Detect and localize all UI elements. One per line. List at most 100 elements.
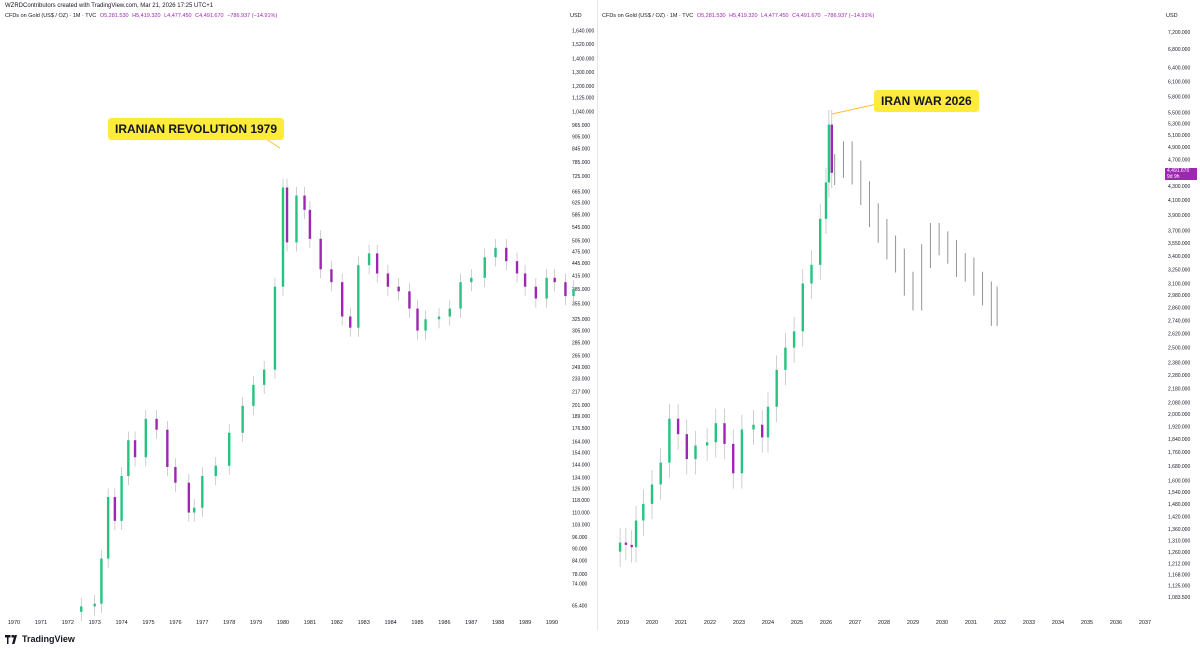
y-tick-label: 905.000 <box>572 134 590 140</box>
x-tick-label: 1988 <box>492 620 504 626</box>
y-tick-label: 1,840.000 <box>1168 437 1190 443</box>
y-tick-label: 2,500.000 <box>1168 346 1190 352</box>
candle-body <box>133 440 137 458</box>
candle-body <box>273 286 277 370</box>
y-tick-label: 2,080.000 <box>1168 400 1190 406</box>
y-tick-label: 2,280.000 <box>1168 373 1190 379</box>
x-tick-label: 1978 <box>223 620 235 626</box>
candle-body <box>642 503 645 521</box>
x-tick-label: 2019 <box>617 620 629 626</box>
candle-body <box>827 124 831 183</box>
x-tick-label: 2031 <box>965 620 977 626</box>
y-tick-label: 545.000 <box>572 225 590 231</box>
x-tick-label: 1975 <box>142 620 154 626</box>
candle-body <box>650 484 654 504</box>
y-tick-label: 505.000 <box>572 239 590 245</box>
legend-low: L4,477.450 <box>164 13 192 19</box>
y-tick-label: 1,260.000 <box>1168 550 1190 556</box>
candle-body <box>228 432 231 466</box>
candle-body <box>761 424 764 438</box>
x-tick-label: 1986 <box>438 620 450 626</box>
y-tick-label: 7,200.000 <box>1168 30 1190 36</box>
y-tick-label: 1,540.000 <box>1168 490 1190 496</box>
candle-body <box>437 316 441 320</box>
x-tick-label: 2033 <box>1023 620 1035 626</box>
x-tick-label: 1985 <box>411 620 423 626</box>
candle-body <box>330 269 333 283</box>
candle-body <box>505 247 508 262</box>
tradingview-footer[interactable]: TradingView <box>5 634 75 644</box>
x-tick-label: 2028 <box>878 620 890 626</box>
candle-body <box>448 308 451 317</box>
last-price-tag: 4,491.670 9d 9h <box>1165 168 1197 180</box>
y-tick-label: 2,380.000 <box>1168 360 1190 366</box>
candle-body <box>810 264 813 284</box>
y-tick-label: 3,100.000 <box>1168 281 1190 287</box>
y-tick-label: 5,300.000 <box>1168 122 1190 128</box>
y-tick-label: 164.000 <box>572 439 590 445</box>
y-tick-label: 1,125.000 <box>572 96 594 102</box>
tradingview-logo-icon <box>5 634 17 644</box>
y-tick-label: 1,083.500 <box>1168 595 1190 601</box>
y-tick-label: 585.000 <box>572 212 590 218</box>
y-tick-label: 201.000 <box>572 403 590 409</box>
y-tick-label: 217.000 <box>572 389 590 395</box>
candle-body <box>100 558 103 604</box>
axis-currency-label: USD <box>1166 13 1178 19</box>
candle-body <box>120 476 123 521</box>
y-tick-label: 2,860.000 <box>1168 305 1190 311</box>
y-tick-label: 445.000 <box>572 261 590 267</box>
candle-body <box>634 520 638 548</box>
y-tick-label: 1,920.000 <box>1168 424 1190 430</box>
x-tick-label: 1977 <box>196 620 208 626</box>
y-tick-label: 325.000 <box>572 317 590 323</box>
legend-low: L4,477.450 <box>761 13 789 19</box>
candle-body <box>824 182 828 219</box>
candle-body <box>424 319 427 331</box>
y-tick-label: 4,100.000 <box>1168 198 1190 204</box>
candle-body <box>187 482 191 513</box>
y-tick-label: 415.000 <box>572 274 590 280</box>
y-tick-label: 1,400.000 <box>572 57 594 63</box>
candle-body <box>408 291 411 309</box>
y-tick-label: 2,740.000 <box>1168 318 1190 324</box>
candle-body <box>553 277 556 283</box>
candle-body <box>685 434 688 460</box>
candle-body <box>319 238 322 270</box>
y-tick-label: 305.000 <box>572 329 590 335</box>
candle-body <box>624 542 628 545</box>
y-tick-label: 154.000 <box>572 451 590 457</box>
x-tick-label: 2032 <box>994 620 1006 626</box>
y-tick-label: 134.000 <box>572 475 590 481</box>
y-tick-label: 265.000 <box>572 354 590 360</box>
x-tick-label: 2037 <box>1139 620 1151 626</box>
gold-chart-1970-1990[interactable]: USD 1,640.000 1,520.000 1,400.000 1,300.000 1… <box>0 0 598 630</box>
y-tick-label: 1,600.000 <box>1168 479 1190 485</box>
candle-body <box>752 424 755 430</box>
x-tick-label: 2022 <box>704 620 716 626</box>
annotation-iranian-revolution: IRANIAN REVOLUTION 1979 <box>108 118 285 140</box>
candle-body <box>523 273 527 287</box>
y-tick-label: 845.000 <box>572 147 590 153</box>
y-tick-label: 176.500 <box>572 426 590 432</box>
y-tick-label: 1,420.000 <box>1168 514 1190 520</box>
x-tick-label: 1976 <box>169 620 181 626</box>
candle-body <box>630 544 633 548</box>
legend-symbol: CFDs on Gold (US$ / OZ) · 1M · TVC <box>602 13 694 19</box>
y-tick-label: 5,500.000 <box>1168 110 1190 116</box>
y-tick-label: 1,760.000 <box>1168 450 1190 456</box>
y-tick-label: 189.000 <box>572 414 590 420</box>
gold-chart-2019-2037[interactable]: USD 7,200.000 6,800.000 6,400.000 6,100.000 5… <box>598 0 1200 630</box>
candle-body <box>375 253 379 274</box>
candle-body <box>340 282 344 317</box>
candle-body <box>127 440 130 477</box>
legend-change: −786.937 (−14.91%) <box>227 13 278 19</box>
legend-change: −786.937 (−14.91%) <box>824 13 875 19</box>
x-tick-label: 2027 <box>849 620 861 626</box>
x-tick-label: 1987 <box>465 620 477 626</box>
candle-body <box>792 331 796 348</box>
candle-body <box>155 418 158 430</box>
candle-body <box>193 507 196 513</box>
candle-body <box>676 418 680 435</box>
x-tick-label: 2023 <box>733 620 745 626</box>
